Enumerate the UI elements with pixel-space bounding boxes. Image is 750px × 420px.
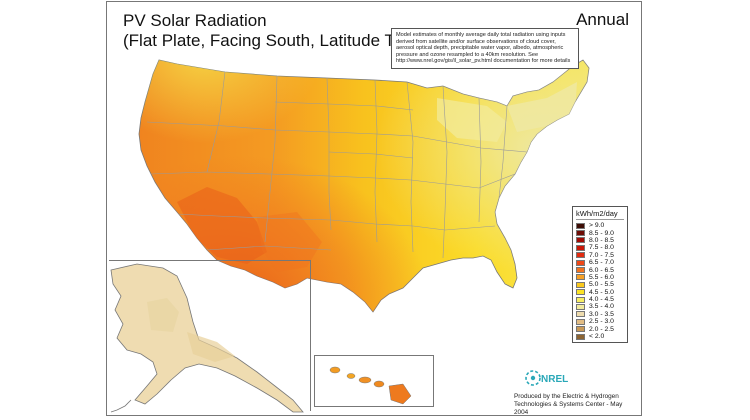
hawaii-inset-frame [314, 355, 434, 407]
legend-swatch [576, 252, 585, 259]
legend-label: 2.0 - 2.5 [589, 325, 614, 333]
methodology-note: Model estimates of monthly average daily… [391, 28, 579, 69]
legend-item: 8.5 - 9.0 [576, 229, 624, 237]
legend-label: 5.5 - 6.0 [589, 273, 614, 281]
legend-item: 6.0 - 6.5 [576, 266, 624, 274]
alaska-inset-frame [109, 260, 311, 411]
period-label: Annual [576, 10, 629, 29]
credit-line2: Technologies & Systems Center - May 2004 [514, 401, 623, 416]
legend-swatch [576, 303, 585, 310]
legend-label: 8.0 - 8.5 [589, 236, 614, 244]
legend-label: 8.5 - 9.0 [589, 229, 614, 237]
legend-item: 2.0 - 2.5 [576, 325, 624, 333]
legend-swatch [576, 222, 585, 229]
map-title-line1: PV Solar Radiation [123, 11, 267, 30]
legend-swatch [576, 230, 585, 237]
legend-label: 5.0 - 5.5 [589, 281, 614, 289]
legend-swatch [576, 326, 585, 333]
map-title: PV Solar Radiation (Flat Plate, Facing S… [123, 11, 412, 51]
legend-item: > 9.0 [576, 222, 624, 229]
legend-swatch [576, 267, 585, 274]
legend: kWh/m2/day > 9.0 8.5 - 9.0 8.0 - 8.5 7.5 - … [572, 206, 628, 344]
state-borders [146, 71, 528, 259]
legend-swatch [576, 259, 585, 266]
legend-swatch [576, 333, 585, 340]
legend-item: 4.5 - 5.0 [576, 289, 624, 296]
legend-label: 6.0 - 6.5 [589, 266, 614, 274]
legend-swatch [576, 289, 585, 296]
legend-rows: > 9.0 8.5 - 9.0 8.0 - 8.5 7.5 - 8.0 7.0 - 7.… [576, 222, 624, 340]
legend-label: 7.5 - 8.0 [589, 244, 614, 252]
legend-item: 7.0 - 7.5 [576, 252, 624, 259]
map-frame: PV Solar Radiation (Flat Plate, Facing S… [106, 1, 642, 416]
legend-item: 6.5 - 7.0 [576, 259, 624, 266]
legend-item: 7.5 - 8.0 [576, 244, 624, 251]
legend-swatch [576, 311, 585, 318]
map-title-line2: (Flat Plate, Facing South, Latitude Tilt… [123, 31, 413, 50]
credit-line1: Produced by the Electric & Hydrogen [514, 393, 619, 400]
legend-label: < 2.0 [589, 333, 605, 341]
legend-swatch [576, 274, 585, 281]
legend-item: 5.0 - 5.5 [576, 281, 624, 288]
nrel-logo-text: NREL [541, 374, 568, 385]
legend-item: 5.5 - 6.0 [576, 274, 624, 281]
hawaii [329, 366, 412, 405]
legend-swatch [576, 281, 585, 288]
solar-radiation-map [110, 59, 590, 413]
legend-item: 3.0 - 3.5 [576, 311, 624, 318]
credit-text: Produced by the Electric & Hydrogen Tech… [514, 393, 638, 417]
legend-swatch [576, 318, 585, 325]
legend-item: 8.0 - 8.5 [576, 237, 624, 244]
legend-swatch [576, 244, 585, 251]
legend-label: 3.0 - 3.5 [589, 310, 614, 318]
legend-label: 3.5 - 4.0 [589, 303, 614, 311]
legend-swatch [576, 296, 585, 303]
alaska [110, 263, 304, 413]
legend-item: < 2.0 [576, 333, 624, 340]
legend-unit: kWh/m2/day [576, 209, 624, 220]
legend-item: 2.5 - 3.0 [576, 318, 624, 325]
legend-label: 4.5 - 5.0 [589, 288, 614, 296]
legend-item: 3.5 - 4.0 [576, 303, 624, 310]
legend-label: 2.5 - 3.0 [589, 318, 614, 326]
legend-item: 4.0 - 4.5 [576, 296, 624, 303]
legend-label: 4.0 - 4.5 [589, 296, 614, 304]
legend-swatch [576, 237, 585, 244]
nrel-logo: NREL [525, 370, 568, 386]
legend-label: 7.0 - 7.5 [589, 251, 614, 259]
legend-label: 6.5 - 7.0 [589, 259, 614, 267]
legend-label: > 9.0 [589, 222, 605, 230]
